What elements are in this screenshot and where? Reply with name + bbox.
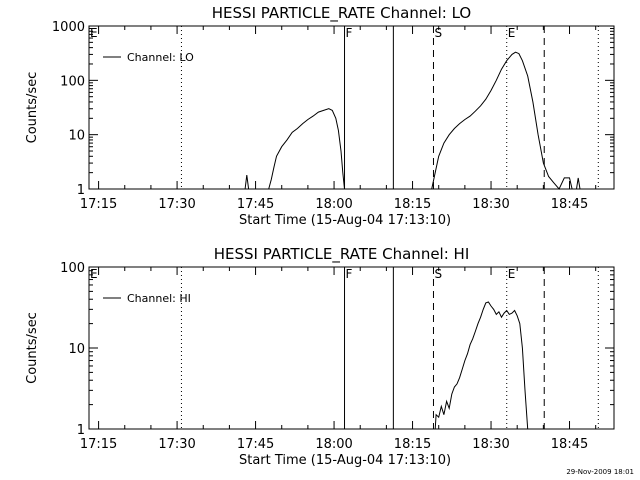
chart-title: HESSI PARTICLE_RATE Channel: LO — [212, 4, 471, 23]
y-tick-label: 10 — [68, 129, 85, 144]
y-axis-label: Counts/sec — [25, 72, 40, 144]
y-tick-label: 10 — [68, 342, 85, 357]
x-tick-label: 18:30 — [472, 437, 509, 452]
chart-title: HESSI PARTICLE_RATE Channel: HI — [214, 245, 470, 264]
event-marker-label: E — [90, 26, 98, 40]
x-tick-label: 18:45 — [551, 437, 588, 452]
y-tick-label: 100 — [60, 261, 85, 276]
event-marker-label: F — [346, 267, 353, 281]
x-axis-label: Start Time (15-Aug-04 17:13:10) — [239, 453, 451, 468]
lo-channel-panel: HESSI PARTICLE_RATE Channel: LO 17:15 17:3… — [25, 4, 615, 228]
y-tick-label: 1 — [77, 183, 85, 198]
y-tick-label: 100 — [60, 74, 85, 89]
legend-label: Channel: HI — [127, 292, 191, 305]
hi-channel-panel: HESSI PARTICLE_RATE Channel: HI 17:15 17:3… — [25, 245, 615, 468]
x-tick-label: 17:15 — [80, 437, 117, 452]
x-tick-label: 18:45 — [551, 197, 588, 212]
event-marker-label: S — [434, 26, 442, 40]
x-tick-label: 17:30 — [158, 437, 195, 452]
x-tick-label: 18:15 — [394, 197, 431, 212]
y-tick-label: 1000 — [52, 20, 85, 35]
y-tick-label: 1 — [77, 423, 85, 438]
x-tick-label: 18:15 — [394, 437, 431, 452]
event-marker-label: E — [90, 267, 98, 281]
legend-label: Channel: LO — [127, 51, 194, 64]
x-tick-label: 17:30 — [158, 197, 195, 212]
footer-timestamp: 29-Nov-2009 18:01 — [566, 468, 634, 476]
event-marker-label: E — [508, 26, 516, 40]
x-tick-label: 17:15 — [80, 197, 117, 212]
event-marker-label: E — [508, 267, 516, 281]
x-tick-label: 18:30 — [472, 197, 509, 212]
x-tick-label: 18:00 — [315, 197, 352, 212]
x-tick-label: 17:45 — [237, 197, 274, 212]
x-tick-label: 18:00 — [315, 437, 352, 452]
y-axis-label: Counts/sec — [25, 312, 40, 384]
x-tick-label: 17:45 — [237, 437, 274, 452]
series-line — [434, 301, 529, 430]
x-axis-label: Start Time (15-Aug-04 17:13:10) — [239, 213, 451, 228]
event-marker-label: S — [434, 267, 442, 281]
event-marker-label: F — [346, 26, 353, 40]
series-line — [244, 51, 581, 190]
